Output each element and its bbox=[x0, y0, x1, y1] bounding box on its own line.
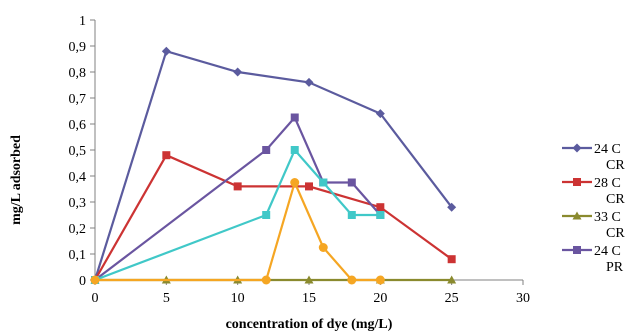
series-5 bbox=[91, 146, 385, 284]
y-tick-label: 0,8 bbox=[69, 66, 87, 81]
y-tick-label: 0,7 bbox=[69, 92, 87, 107]
data-point bbox=[305, 182, 313, 191]
data-point bbox=[90, 275, 100, 285]
data-point bbox=[290, 113, 299, 122]
data-point bbox=[261, 275, 271, 285]
y-tick-label: 0,6 bbox=[69, 118, 87, 133]
legend-item-2: 28 C CR bbox=[562, 176, 625, 207]
data-point bbox=[318, 243, 328, 252]
data-point bbox=[347, 275, 357, 285]
x-tick-label: 30 bbox=[516, 291, 530, 306]
x-tick-label: 15 bbox=[302, 291, 316, 306]
data-point bbox=[319, 178, 328, 187]
data-point bbox=[304, 77, 314, 87]
legend-swatch-marker bbox=[572, 211, 582, 220]
data-point bbox=[376, 203, 385, 212]
axes: 00,10,20,30,40,50,60,70,80,910 5 10 15 20 25 3… bbox=[69, 14, 531, 306]
series-line bbox=[93, 49, 453, 281]
y-tick-label: 0,2 bbox=[69, 222, 87, 237]
y-tick-label: 1 bbox=[79, 14, 86, 29]
x-axis-title: concentration of dye (mg/L) bbox=[226, 317, 393, 332]
series-line bbox=[94, 147, 381, 282]
data-point bbox=[162, 151, 171, 160]
x-tick-label: 10 bbox=[231, 291, 245, 306]
legend-swatch-marker bbox=[572, 143, 582, 153]
y-tick-label: 0,9 bbox=[69, 40, 87, 55]
series-6 bbox=[90, 178, 385, 285]
data-point bbox=[375, 109, 385, 119]
series-2 bbox=[91, 151, 456, 284]
legend-swatch-marker bbox=[573, 178, 581, 186]
data-point bbox=[375, 275, 385, 285]
legend-swatch-marker bbox=[573, 246, 581, 254]
y-tick-label: 0,1 bbox=[69, 248, 87, 263]
legend-item-3: 33 C CR bbox=[562, 210, 625, 241]
x-tick-label: 25 bbox=[445, 291, 459, 306]
data-point bbox=[161, 46, 171, 56]
legend-item-4: 24 C PR bbox=[562, 244, 624, 275]
data-point bbox=[447, 202, 457, 212]
series-1 bbox=[90, 46, 457, 285]
data-point bbox=[290, 146, 299, 154]
data-point bbox=[262, 211, 271, 219]
data-point bbox=[447, 255, 456, 264]
y-tick-label: 0 bbox=[79, 274, 86, 289]
data-point bbox=[447, 275, 457, 284]
data-point bbox=[262, 146, 271, 154]
series-line bbox=[94, 115, 382, 281]
legend-label: 28 C CR bbox=[594, 176, 625, 207]
series-line bbox=[95, 179, 381, 282]
x-tick-label: 20 bbox=[373, 291, 387, 306]
series-4 bbox=[91, 113, 385, 284]
legend-label: 33 C CR bbox=[594, 210, 625, 241]
series-layer bbox=[90, 46, 457, 285]
data-point bbox=[233, 182, 242, 191]
legend-item-1: 24 C CR bbox=[562, 142, 625, 173]
data-point bbox=[347, 178, 356, 187]
legend-label: 24 C CR bbox=[594, 142, 625, 173]
y-axis-title: mg/L adsorbed bbox=[9, 135, 24, 225]
y-tick-label: 0,3 bbox=[69, 196, 87, 211]
legend-label: 24 C PR bbox=[594, 244, 624, 275]
x-tick-label: 5 bbox=[163, 291, 170, 306]
x-tick-label: 0 bbox=[92, 291, 99, 306]
series-line bbox=[94, 153, 453, 281]
data-point bbox=[347, 211, 356, 219]
y-tick-label: 0,4 bbox=[69, 170, 87, 185]
data-point bbox=[290, 178, 300, 187]
data-point bbox=[304, 275, 314, 284]
y-tick-label: 0,5 bbox=[69, 144, 87, 159]
data-point bbox=[376, 211, 385, 219]
data-point bbox=[233, 67, 243, 77]
